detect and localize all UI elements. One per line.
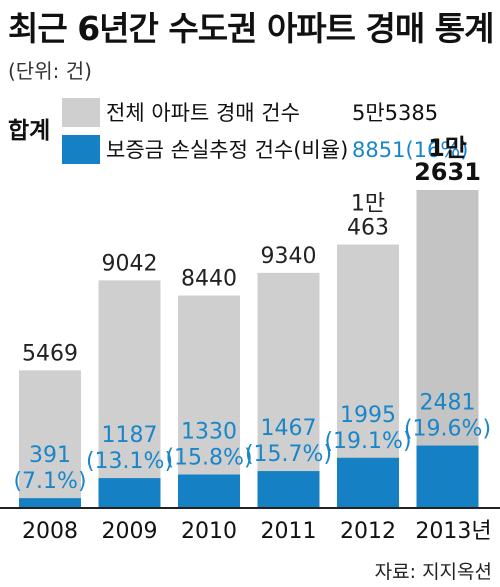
total-label-2012-0: 1만 [351,192,385,217]
loss-label-2012: 1995 [340,403,396,428]
legend-swatch-total [62,98,100,127]
total-label-2009: 9042 [102,251,158,276]
legend-swatch-loss [62,135,100,164]
x-axis-labels: 2008 2009 2010 2011 2012 2013년 [22,519,492,544]
legend-value-loss: 8851(16%) [352,138,469,162]
legend-label-total: 전체 아파트 경매 건수 [106,101,300,125]
x-tick-2008: 2008 [22,519,78,544]
bar-loss-2012 [337,457,399,508]
total-label-2008: 5469 [22,341,78,366]
legend: 합계 전체 아파트 경매 건수 5만5385 보증금 손실추정 건수(비율) 8… [8,98,469,164]
source-note: 자료: 지지옥션 [375,561,492,583]
bars-group: 5469391(7.1%)90421187(13.1%)84401330(15.… [13,134,491,508]
loss-label-2011: 1467 [261,416,317,441]
x-tick-2013년: 2013년 [415,519,491,544]
bar-total-2011 [257,272,320,508]
bar-loss-2010 [178,474,240,508]
ratio-label-2012: (19.1%) [324,429,411,454]
total-label-2013년-0: 1만 [428,134,467,162]
total-label-2011: 9340 [261,244,317,269]
ratio-label-2010: (15.8%) [165,446,252,471]
bar-loss-2011 [257,471,320,508]
chart-title: 최근 6년간 수도권 아파트 경매 통계 [8,9,493,48]
bar-total-2009 [98,280,161,508]
loss-label-2010: 1330 [181,420,237,445]
x-tick-2009: 2009 [102,519,158,544]
total-label-2010: 8440 [181,267,237,292]
legend-group-label: 합계 [8,118,50,144]
loss-label-2013년: 2481 [420,391,476,416]
bar-total-2008 [19,370,81,508]
total-label-2012-1: 463 [347,216,389,241]
ratio-label-2008: (7.1%) [13,469,86,494]
legend-label-loss: 보증금 손실추정 건수(비율) [106,138,348,162]
ratio-label-2009: (13.1%) [86,449,173,474]
x-tick-2011: 2011 [261,519,317,544]
total-label-2013년-1: 2631 [414,158,481,186]
loss-label-2008: 391 [29,443,71,468]
loss-label-2009: 1187 [102,423,158,448]
x-tick-2012: 2012 [340,519,396,544]
ratio-label-2011: (15.7%) [245,442,332,467]
ratio-label-2013년: (19.6%) [404,417,491,442]
legend-value-total: 5만5385 [352,101,438,125]
bar-loss-2009 [98,478,161,508]
x-tick-2010: 2010 [181,519,237,544]
bar-loss-2008 [19,498,81,508]
bar-total-2010 [178,295,240,508]
bar-loss-2013년 [416,445,479,508]
unit-label: (단위: 건) [8,59,92,83]
